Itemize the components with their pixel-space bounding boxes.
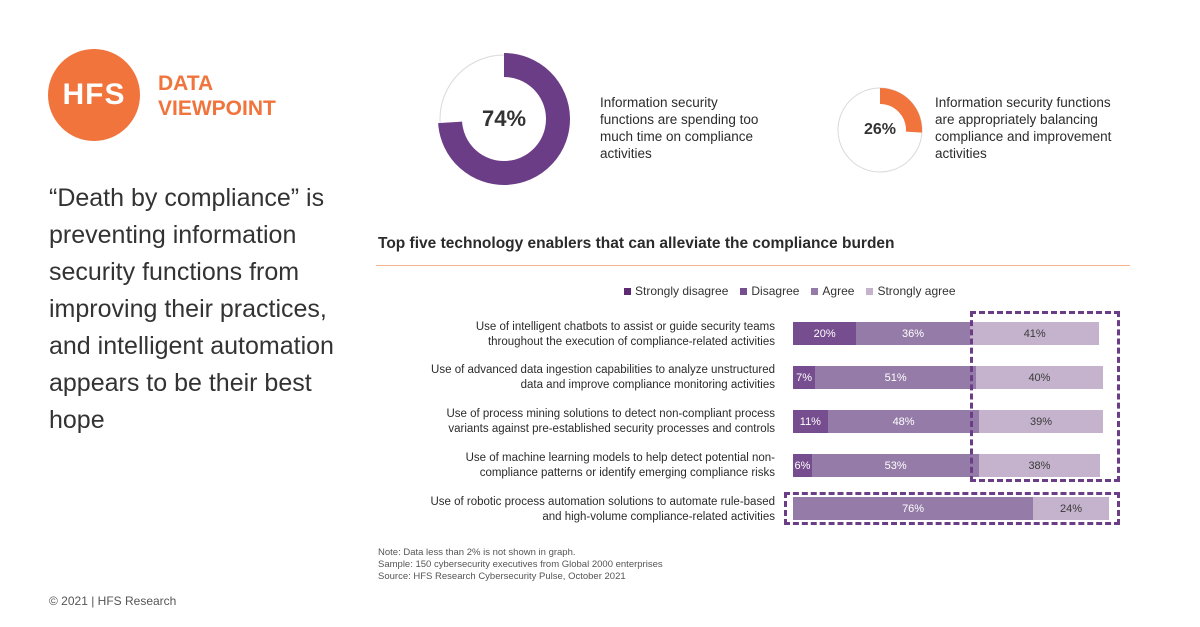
data-label: 6% (794, 459, 811, 472)
legend-swatch (740, 287, 748, 295)
legend-swatch (866, 287, 874, 295)
legend-swatch (624, 287, 631, 295)
brand-line-1: DATA (158, 72, 214, 95)
logo-text: HFS (62, 78, 126, 111)
donut-value-74: 74% (481, 106, 527, 131)
bar-row-3: 11% 48% 39% (793, 410, 1103, 433)
legend-label: Agree (822, 284, 855, 298)
row-label-chatbots: Use of intelligent chatbots to assist or… (395, 320, 775, 350)
bar-row-1: 20% 36% 41% (793, 322, 1100, 345)
data-label: 7% (796, 371, 812, 384)
highlight-box-rpa (784, 492, 1120, 525)
bar-segment-disagree: 20% (793, 322, 857, 345)
bar-segment-strongly-agree: 38% (979, 454, 1100, 477)
legend-item-strongly-agree: Strongly agree (866, 284, 956, 298)
title-divider (376, 265, 1130, 266)
bar-segment-disagree: 11% (793, 410, 828, 433)
legend-label: Strongly agree (877, 284, 956, 298)
legend-label: Strongly disagree (635, 284, 729, 298)
row-label-line: Use of process mining solutions to detec… (446, 408, 775, 420)
legend-item-strongly-disagree: Strongly disagree (624, 284, 728, 298)
row-label-line: Use of robotic process automation soluti… (430, 496, 775, 508)
donut-arc (879, 88, 922, 133)
chart-legend: Strongly disagree Disagree Agree Strongl… (624, 284, 956, 298)
row-label-line: variants against pre-established securit… (448, 423, 775, 435)
chart-title: Top five technology enablers that can al… (378, 235, 895, 252)
row-label-rpa: Use of robotic process automation soluti… (395, 495, 775, 525)
data-label: 39% (1030, 415, 1053, 428)
row-label-line: throughout the execution of compliance-r… (487, 336, 775, 348)
bar-segment-strongly-agree: 24% (1033, 497, 1109, 520)
row-label-line: Use of intelligent chatbots to assist or… (475, 321, 775, 333)
row-label-line: Use of advanced data ingestion capabilit… (431, 364, 775, 376)
donut-chart-74 (438, 53, 570, 185)
footnotes: Note: Data less than 2% is not shown in … (378, 547, 663, 583)
highlight-box-strongly-agree (970, 311, 1120, 482)
row-label-line: Use of machine learning models to help d… (465, 452, 775, 464)
legend-swatch (811, 287, 819, 295)
row-label-process-mining: Use of process mining solutions to detec… (395, 407, 775, 437)
row-label-line: compliance patterns or identify emerging… (479, 467, 775, 479)
data-label: 41% (1023, 327, 1046, 340)
donut-value-26: 26% (863, 121, 897, 138)
row-label-data-ingestion: Use of advanced data ingestion capabilit… (395, 363, 775, 393)
bar-segment-strongly-agree: 39% (979, 410, 1103, 433)
donut-caption-74: Information security functions are spend… (600, 95, 759, 161)
donut-caption-26: Information security functions are appro… (935, 95, 1112, 161)
row-label-machine-learning: Use of machine learning models to help d… (395, 451, 775, 481)
legend-label: Disagree (751, 284, 800, 298)
data-label: 36% (902, 327, 925, 340)
donut-arc (438, 53, 570, 185)
data-label: 76% (902, 502, 925, 515)
legend-item-disagree: Disagree (740, 284, 799, 298)
data-label: 11% (799, 415, 821, 428)
data-label: 20% (813, 327, 836, 340)
note-line: Source: HFS Research Cybersecurity Pulse… (378, 571, 626, 582)
bar-segment-agree: 51% (815, 366, 977, 389)
data-label: 53% (884, 459, 907, 472)
bar-segment-agree: 48% (827, 410, 980, 433)
bar-segment-strongly-agree: 41% (969, 322, 1100, 345)
note-line: Note: Data less than 2% is not shown in … (378, 547, 576, 558)
headline: “Death by compliance” is preventing info… (49, 184, 334, 434)
bar-segment-agree: 76% (793, 497, 1034, 520)
row-label-line: and high-volume compliance-related activ… (542, 511, 775, 523)
donut-chart-26 (837, 87, 923, 173)
data-label: 40% (1028, 371, 1051, 384)
bar-row-5: 76% 24% (793, 497, 1109, 520)
bar-row-4: 6% 53% 38% (793, 454, 1100, 477)
bar-segment-agree: 36% (856, 322, 970, 345)
data-label: 24% (1060, 502, 1083, 515)
row-label-line: data and improve compliance monitoring a… (520, 379, 775, 391)
bar-row-2: 7% 51% 40% (793, 366, 1103, 389)
data-label: 48% (892, 415, 915, 428)
note-line: Sample: 150 cybersecurity executives fro… (378, 559, 663, 570)
bar-segment-disagree: 6% (793, 454, 812, 477)
brand-line-2: VIEWPOINT (158, 97, 276, 120)
bar-segment-strongly-agree: 40% (976, 366, 1103, 389)
bar-segment-agree: 53% (811, 454, 980, 477)
copyright: © 2021 | HFS Research (49, 594, 177, 608)
legend-item-agree: Agree (811, 284, 854, 298)
data-label: 38% (1028, 459, 1051, 472)
data-viewpoint-brand: DATA VIEWPOINT (158, 71, 276, 121)
bar-segment-disagree: 7% (793, 366, 816, 389)
data-label: 51% (884, 371, 907, 384)
hfs-logo: HFS (48, 49, 140, 141)
